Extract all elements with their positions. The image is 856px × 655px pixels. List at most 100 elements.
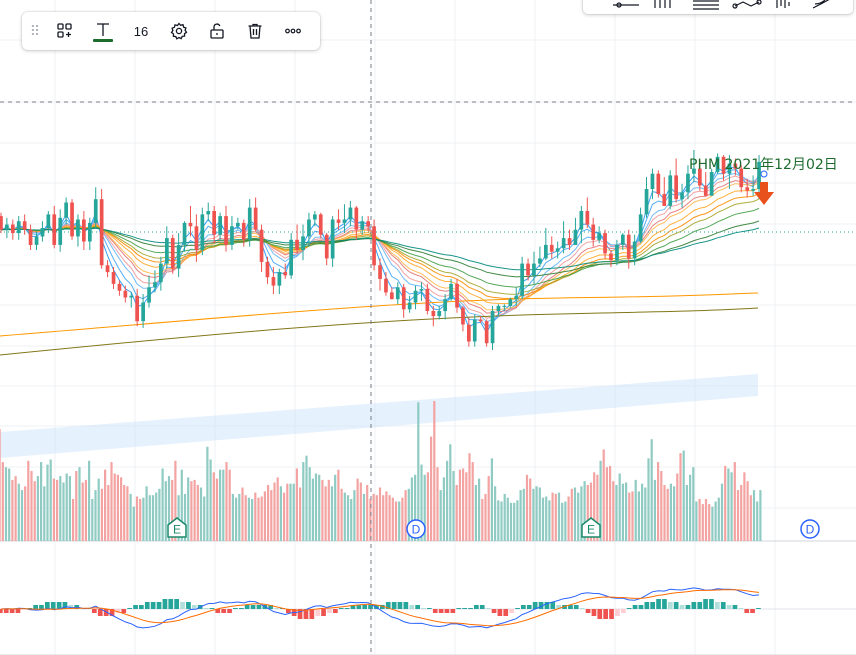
- volume-bar: [647, 458, 650, 541]
- volume-bar: [420, 464, 423, 541]
- text-color-icon[interactable]: [84, 12, 122, 50]
- brush-tool-icon[interactable]: [812, 0, 835, 9]
- ma-long-orange: [0, 292, 759, 337]
- bars-tool-icon[interactable]: [776, 0, 790, 8]
- volume-bar: [494, 486, 497, 541]
- macd-histogram-bar: [397, 602, 403, 609]
- macd-histogram-bar: [468, 608, 473, 609]
- volume-bar: [68, 476, 71, 541]
- macd-histogram-bar: [209, 608, 215, 609]
- drawing-toolbar[interactable]: ⠿ 16: [22, 12, 320, 50]
- volume-bar: [541, 497, 545, 541]
- candle-body: [638, 214, 643, 242]
- macd-histogram-bar: [573, 605, 579, 609]
- candle-body: [241, 222, 246, 240]
- macd-histogram-bar: [50, 602, 56, 609]
- volume-bar: [263, 491, 266, 541]
- macd-histogram-bar: [432, 609, 438, 613]
- volume-bar: [583, 481, 586, 541]
- macd-histogram-bar: [609, 609, 614, 619]
- trash-icon[interactable]: [236, 12, 274, 50]
- volume-bar: [366, 485, 369, 541]
- candle-body: [105, 265, 110, 273]
- volume-bar: [756, 501, 759, 541]
- volume-bar: [490, 458, 493, 541]
- candle-body: [99, 199, 104, 266]
- candle-body: [135, 295, 139, 322]
- volume-bar: [586, 485, 589, 541]
- candle-body: [123, 290, 128, 298]
- macd-histogram-bar: [709, 599, 714, 609]
- candle-body: [520, 263, 524, 296]
- chart-tools-toolbar[interactable]: [583, 0, 853, 14]
- unlock-icon[interactable]: [198, 12, 236, 50]
- volume-bar: [452, 471, 455, 541]
- candle-body: [318, 214, 323, 235]
- candle-body: [147, 287, 151, 303]
- candle-body: [366, 221, 370, 227]
- volume-bar: [519, 490, 522, 541]
- candles-tool-icon[interactable]: [654, 0, 671, 8]
- volume-bar: [212, 472, 215, 541]
- volume-bar: [1, 462, 4, 541]
- macd-histogram-bar: [250, 605, 256, 609]
- more-icon[interactable]: [274, 12, 312, 50]
- macd-histogram-bar: [315, 609, 321, 616]
- volume-bar: [605, 467, 608, 541]
- macd-histogram-bar: [579, 608, 585, 609]
- volume-bar: [222, 469, 225, 541]
- volume-bar: [733, 462, 736, 541]
- macd-histogram-bar: [503, 609, 509, 616]
- volume-bar: [56, 479, 59, 541]
- volume-bar: [199, 487, 203, 541]
- volume-bar: [465, 472, 468, 541]
- fib-tool-icon[interactable]: [693, 0, 719, 10]
- candle-body: [206, 211, 211, 215]
- path-tool-icon[interactable]: [732, 0, 762, 9]
- macd-histogram-bar: [403, 602, 409, 609]
- volume-bar: [410, 477, 413, 541]
- volume-bar: [318, 474, 321, 541]
- font-size-selector[interactable]: 16: [133, 23, 149, 39]
- candle-body: [194, 226, 199, 250]
- volume-bar: [612, 481, 615, 541]
- macd-histogram-bar: [321, 609, 326, 616]
- candle-body: [64, 202, 68, 218]
- volume-bar: [701, 504, 704, 541]
- macd-histogram-bar: [162, 599, 168, 609]
- candle-body: [544, 244, 548, 259]
- volume-bar: [158, 488, 161, 541]
- volume-bar: [151, 495, 155, 541]
- volume-bar: [398, 501, 401, 541]
- macd-histogram-bar: [450, 609, 456, 613]
- volume-bar: [660, 471, 663, 541]
- volume-bar: [717, 497, 720, 541]
- candle-body: [301, 236, 305, 250]
- volume-bar: [500, 501, 503, 541]
- macd-histogram-bar: [297, 609, 303, 619]
- volume-bar: [238, 493, 241, 541]
- candlestick-series[interactable]: [0, 150, 761, 350]
- volume-bar: [123, 485, 126, 541]
- volume-bar: [746, 481, 749, 541]
- candle-body: [40, 228, 45, 237]
- volume-bar: [749, 495, 752, 541]
- object-tree-icon[interactable]: [46, 12, 84, 50]
- drag-handle-icon[interactable]: ⠿: [29, 22, 40, 39]
- volume-bar: [337, 469, 340, 541]
- volume-bar: [340, 488, 343, 541]
- volume-bar: [727, 468, 730, 541]
- settings-icon[interactable]: [160, 12, 198, 50]
- horizontal-line-tool-icon[interactable]: [613, 2, 639, 8]
- candle-body: [413, 290, 418, 303]
- volume-bars: [0, 401, 762, 541]
- macd-histogram-bar: [591, 609, 597, 616]
- macd-histogram-bar: [391, 602, 397, 609]
- candle-body: [733, 163, 738, 169]
- annotation-label[interactable]: PHM 2021年12月02日: [689, 157, 838, 173]
- macd-histogram-bar: [62, 602, 68, 609]
- volume-bar: [142, 497, 145, 541]
